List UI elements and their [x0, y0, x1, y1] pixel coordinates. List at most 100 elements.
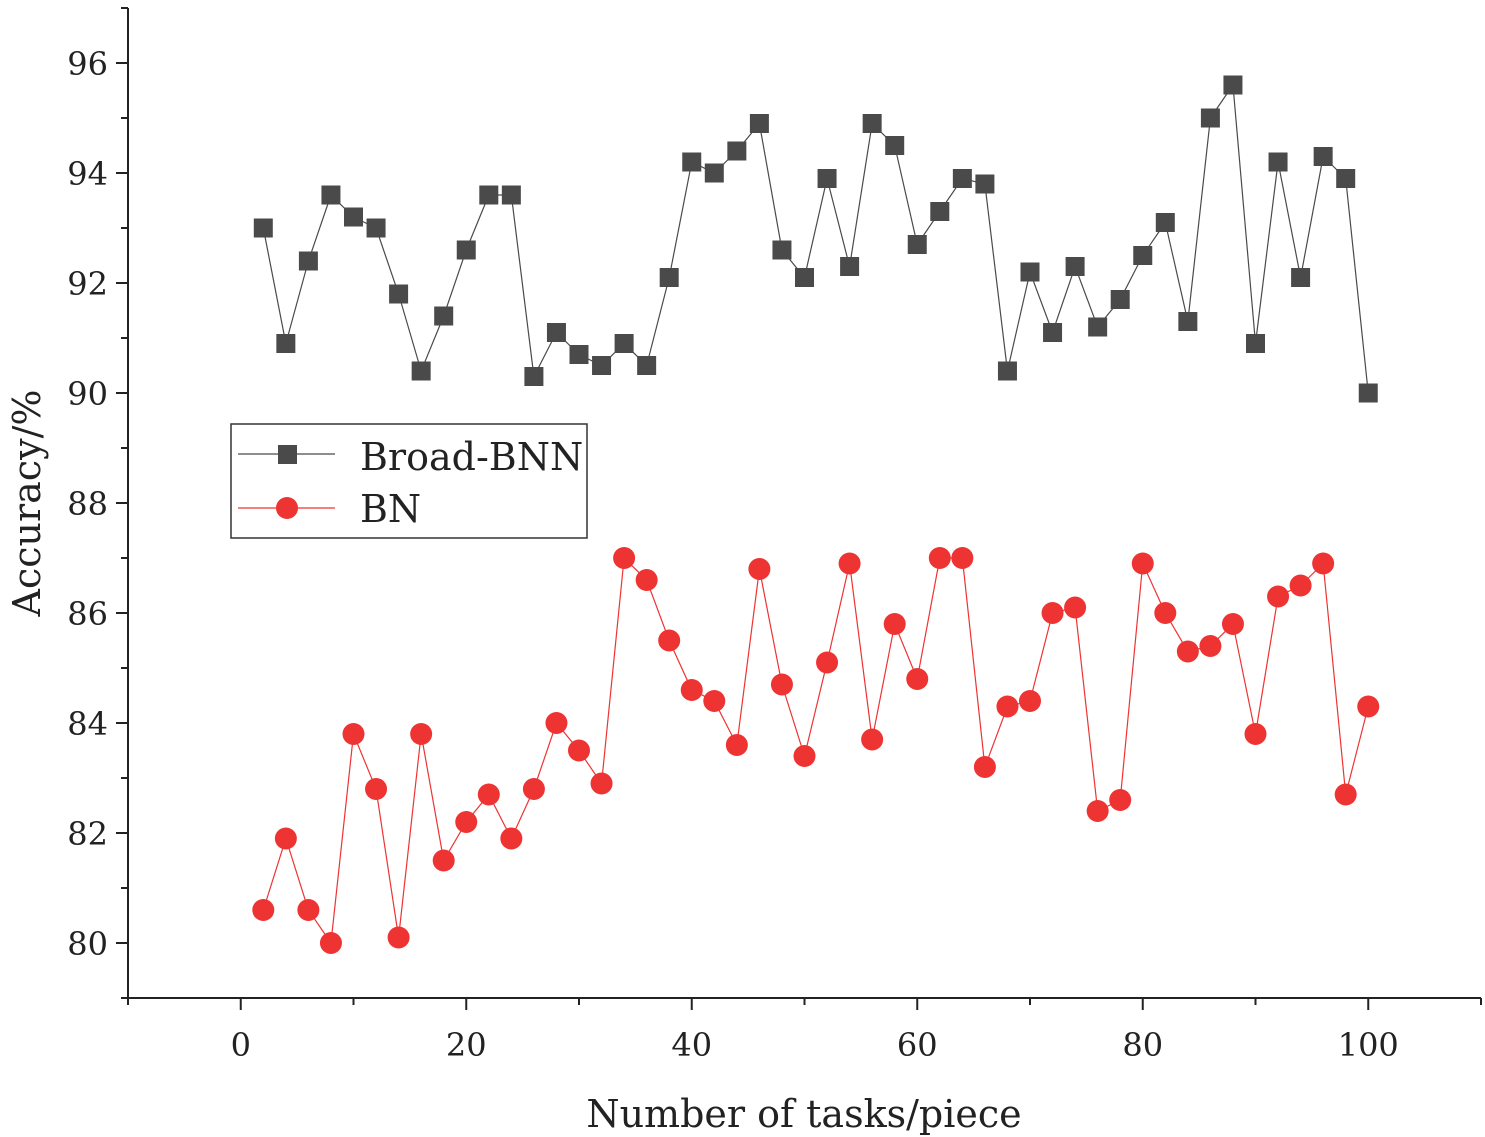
data-point: [682, 152, 702, 172]
data-point: [906, 668, 929, 690]
data-point: [500, 827, 523, 850]
data-point: [704, 163, 724, 183]
data-point: [637, 356, 657, 375]
data-point: [366, 218, 386, 238]
data-point: [997, 361, 1017, 381]
data-point: [1133, 246, 1153, 265]
data-point: [1155, 213, 1175, 232]
data-point: [658, 629, 681, 652]
data-point: [930, 202, 950, 221]
y-tick-label: 80: [67, 925, 108, 963]
data-point: [298, 251, 318, 271]
data-point: [546, 323, 566, 342]
data-point: [274, 827, 297, 850]
data-point: [411, 361, 431, 381]
data-point: [1200, 108, 1220, 128]
axes: 80 82 84 86 88 90 92 94 96 0 20 40 60 80 100: [67, 7, 1482, 1064]
data-point: [1199, 635, 1222, 657]
data-point: [748, 558, 771, 580]
data-point: [501, 185, 521, 205]
data-point: [592, 356, 612, 375]
data-point: [1268, 152, 1288, 172]
data-point: [770, 673, 793, 696]
data-point: [952, 169, 972, 188]
data-point: [795, 268, 814, 287]
data-point: [1176, 640, 1199, 663]
legend: Broad-BNN BN: [230, 423, 588, 539]
data-point: [840, 257, 860, 276]
data-point: [387, 926, 410, 949]
data-point: [1358, 383, 1378, 403]
data-point: [342, 723, 365, 745]
data-point: [1223, 75, 1243, 95]
y-tick-label: 94: [67, 155, 108, 193]
data-point: [885, 136, 905, 155]
legend-label-bn: BN: [360, 487, 421, 531]
data-point: [569, 345, 589, 364]
y-tick-label: 84: [67, 705, 108, 743]
data-point: [319, 932, 342, 954]
series-broad-bnn: [253, 75, 1378, 403]
series-line: [262, 83, 1369, 394]
data-point: [590, 772, 613, 795]
data-point: [1131, 552, 1154, 575]
data-point: [545, 712, 568, 734]
x-tick-label: 100: [1338, 1026, 1399, 1064]
legend-label-broad-bnn: Broad-BNN: [360, 435, 583, 479]
data-point: [1154, 602, 1177, 624]
y-tick-label: 92: [67, 265, 108, 303]
data-point: [432, 849, 455, 872]
data-point: [725, 734, 748, 756]
data-point: [1065, 257, 1085, 276]
data-point: [477, 783, 500, 806]
data-point: [1313, 147, 1333, 166]
y-tick-label: 96: [67, 45, 108, 83]
data-point: [1336, 169, 1356, 188]
data-point: [1178, 312, 1198, 331]
data-point: [838, 552, 861, 575]
data-point: [1289, 574, 1312, 597]
series-bn: [252, 547, 1380, 954]
data-point: [975, 174, 995, 194]
series-line: [262, 556, 1369, 945]
y-tick-label: 90: [67, 375, 108, 413]
data-point: [951, 547, 974, 569]
data-point: [321, 185, 341, 205]
data-point: [1267, 585, 1290, 608]
data-point: [389, 284, 409, 304]
data-point: [365, 778, 388, 800]
data-point: [635, 569, 658, 591]
data-point: [749, 114, 769, 133]
data-point: [1088, 317, 1108, 337]
data-point: [253, 218, 273, 238]
data-point: [996, 695, 1019, 718]
data-point: [276, 334, 296, 353]
data-point: [817, 169, 837, 188]
data-point: [479, 185, 499, 205]
data-point: [434, 306, 454, 326]
data-point: [680, 679, 703, 701]
data-point: [1291, 268, 1311, 287]
data-point: [1312, 552, 1335, 575]
data-point: [1043, 323, 1063, 342]
x-tick-label: 20: [446, 1026, 487, 1064]
data-point: [1041, 602, 1064, 624]
data-point: [1246, 334, 1265, 353]
y-tick-label: 86: [67, 595, 108, 633]
data-point: [772, 240, 792, 260]
data-point: [1357, 695, 1380, 718]
y-tick-label: 88: [67, 485, 108, 523]
y-axis-label: Accuracy/%: [5, 390, 49, 618]
data-point: [568, 739, 590, 762]
legend-square-icon: [278, 445, 297, 464]
plot-area: [252, 75, 1380, 954]
data-point: [816, 651, 839, 674]
x-tick-label: 60: [897, 1026, 938, 1064]
legend-circle-icon: [276, 497, 298, 519]
y-tick-label: 82: [67, 815, 108, 853]
data-point: [659, 268, 679, 287]
data-point: [973, 756, 996, 778]
data-point: [861, 728, 884, 751]
